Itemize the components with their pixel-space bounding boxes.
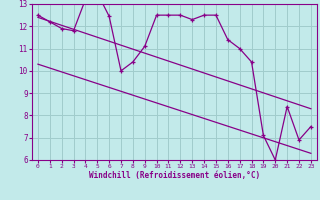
X-axis label: Windchill (Refroidissement éolien,°C): Windchill (Refroidissement éolien,°C) [89, 171, 260, 180]
